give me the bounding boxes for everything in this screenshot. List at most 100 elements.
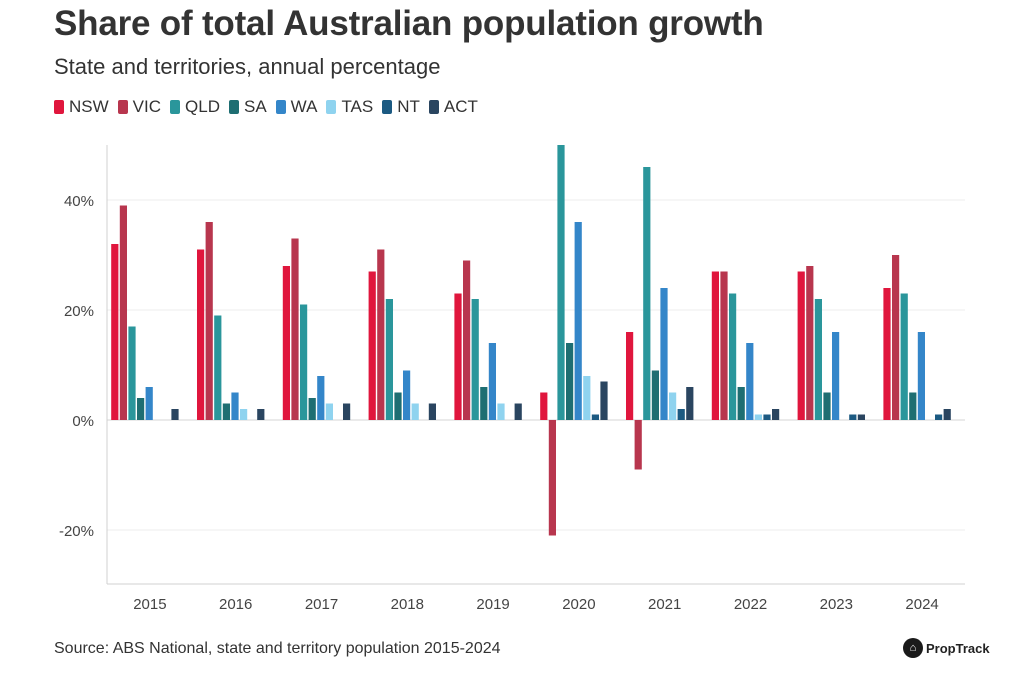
chart-legend: NSW VIC QLD SA WA TAS NT ACT (54, 97, 487, 117)
bar-vic-2021 (634, 420, 642, 470)
legend-label: NT (397, 97, 420, 116)
bar-sa-2017 (308, 398, 316, 420)
y-tick-label: 0% (72, 413, 94, 430)
bar-nsw-2022 (711, 271, 719, 420)
bar-act-2018 (428, 403, 436, 420)
bar-sa-2020 (566, 343, 574, 420)
bar-wa-2016 (231, 392, 239, 420)
bar-act-2022 (772, 409, 780, 420)
bar-sa-2024 (909, 392, 917, 420)
bar-wa-2024 (917, 332, 925, 420)
bar-qld-2020 (557, 145, 565, 420)
bar-sa-2022 (737, 387, 745, 420)
legend-swatch (54, 100, 64, 114)
bar-sa-2016 (222, 403, 230, 420)
bar-vic-2024 (892, 255, 900, 420)
bar-act-2021 (686, 387, 694, 420)
bar-nt-2024 (935, 414, 943, 420)
bar-sa-2018 (394, 392, 402, 420)
x-tick-label: 2023 (820, 596, 853, 613)
y-tick-label: 40% (64, 193, 94, 210)
legend-item-wa: WA (275, 97, 318, 117)
bar-nt-2021 (677, 409, 685, 420)
bar-vic-2018 (377, 249, 385, 420)
bar-nsw-2017 (282, 266, 290, 420)
bar-qld-2021 (643, 167, 651, 420)
bar-sa-2019 (480, 387, 488, 420)
x-tick-label: 2022 (734, 596, 767, 613)
bar-nt-2020 (591, 414, 599, 420)
bar-act-2023 (857, 414, 865, 420)
legend-item-nt: NT (382, 97, 420, 117)
x-tick-label: 2020 (562, 596, 595, 613)
legend-item-tas: TAS (326, 97, 373, 117)
bar-wa-2018 (403, 370, 411, 420)
bar-qld-2015 (128, 326, 136, 420)
brand-logo: ⌂ PropTrack (903, 638, 990, 658)
bar-vic-2022 (720, 271, 728, 420)
bar-qld-2022 (729, 293, 737, 420)
bar-tas-2019 (497, 403, 505, 420)
bar-nt-2022 (763, 414, 771, 420)
bar-wa-2021 (660, 288, 668, 420)
bar-sa-2015 (137, 398, 145, 420)
source-note: Source: ABS National, state and territor… (54, 640, 501, 657)
bar-nsw-2021 (626, 332, 634, 420)
bar-qld-2019 (471, 299, 479, 420)
bar-tas-2018 (411, 403, 419, 420)
legend-item-act: ACT (428, 97, 478, 117)
bar-act-2017 (343, 403, 351, 420)
legend-label: QLD (185, 97, 220, 116)
bar-tas-2017 (325, 403, 333, 420)
bar-act-2024 (943, 409, 951, 420)
bar-nsw-2023 (797, 271, 805, 420)
x-tick-label: 2016 (219, 596, 252, 613)
x-tick-label: 2018 (391, 596, 424, 613)
bar-nt-2023 (849, 414, 857, 420)
bar-nsw-2015 (111, 244, 119, 420)
x-tick-label: 2021 (648, 596, 681, 613)
legend-label: ACT (443, 97, 478, 116)
bar-vic-2017 (291, 238, 299, 420)
bar-qld-2023 (814, 299, 822, 420)
bar-vic-2016 (205, 222, 213, 420)
legend-swatch (326, 100, 337, 114)
bar-vic-2023 (806, 266, 814, 420)
bar-vic-2019 (463, 260, 471, 420)
chart-subtitle: State and territories, annual percentage (54, 54, 441, 79)
bar-sa-2023 (823, 392, 831, 420)
brand-name: PropTrack (926, 640, 990, 656)
bar-qld-2017 (300, 304, 308, 420)
legend-item-vic: VIC (117, 97, 162, 117)
legend-swatch (228, 100, 239, 114)
legend-swatch (170, 100, 181, 114)
bar-act-2019 (514, 403, 522, 420)
bar-tas-2022 (754, 414, 762, 420)
legend-swatch (428, 100, 439, 114)
bar-nsw-2019 (454, 293, 462, 420)
x-tick-label: 2015 (133, 596, 166, 613)
bar-nsw-2024 (883, 288, 891, 420)
chart-title: Share of total Australian population gro… (54, 4, 764, 43)
bar-act-2015 (171, 409, 179, 420)
legend-label: NSW (69, 97, 109, 116)
bar-nsw-2018 (368, 271, 376, 420)
bar-qld-2016 (214, 315, 222, 420)
bar-wa-2017 (317, 376, 325, 420)
bar-qld-2024 (900, 293, 908, 420)
bar-vic-2020 (548, 420, 556, 536)
bar-wa-2020 (574, 222, 582, 420)
legend-label: TAS (341, 97, 374, 116)
legend-label: SA (243, 97, 267, 116)
y-tick-label: -20% (59, 523, 94, 540)
legend-swatch (382, 100, 393, 114)
legend-swatch (117, 100, 128, 114)
legend-item-sa: SA (228, 97, 267, 117)
x-tick-label: 2019 (476, 596, 509, 613)
legend-label: WA (290, 97, 318, 116)
legend-item-nsw: NSW (54, 97, 109, 117)
legend-label: VIC (132, 97, 162, 116)
legend-swatch (275, 100, 286, 114)
bar-wa-2023 (832, 332, 840, 420)
